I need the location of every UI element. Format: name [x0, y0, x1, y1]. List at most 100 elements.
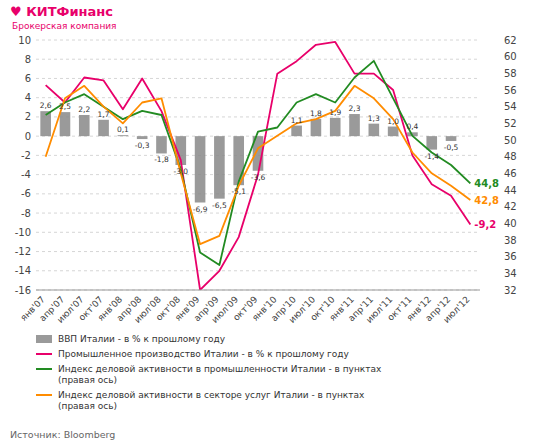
legend-swatch [36, 368, 52, 370]
data-label: -1,8 [154, 155, 169, 164]
bar [369, 124, 380, 136]
bar [98, 120, 109, 136]
bar [79, 115, 90, 136]
bar [156, 136, 167, 153]
data-label: -3,0 [173, 167, 188, 176]
data-label: 2,2 [78, 105, 90, 114]
legend-swatch [36, 353, 52, 355]
data-label: 1,7 [98, 110, 110, 119]
y-tick-label: -16 [15, 285, 31, 296]
y2-tick-label: 38 [504, 235, 517, 246]
y-tick-label: 0 [25, 131, 31, 142]
grid-line [36, 290, 480, 291]
legend-label: Промышленное производство Италии - в % к… [58, 349, 350, 359]
plot-area [40, 42, 470, 290]
legend-line: (правая ось) [58, 375, 117, 385]
grid-line [36, 59, 480, 60]
data-label: 2,5 [59, 102, 71, 111]
line [46, 42, 471, 290]
data-label: 1,0 [387, 117, 399, 126]
bar [349, 114, 360, 136]
y2-tick-label: 58 [504, 68, 517, 79]
grid-line [36, 193, 480, 194]
data-label: 1,8 [310, 109, 322, 118]
data-label: -6,5 [212, 201, 227, 210]
y2-tick-label: 56 [504, 85, 517, 96]
legend-line: Индекс деловой активности в промышленнос… [58, 364, 382, 374]
data-label: -1,4 [424, 152, 439, 161]
y-tick-label: 6 [25, 73, 31, 84]
data-label: -0,3 [135, 141, 150, 150]
legend-label: ВВП Италии - в % к прошлому году [58, 334, 226, 344]
y2-tick-label: 54 [504, 101, 517, 112]
y-tick-label: -6 [21, 188, 31, 199]
data-label: 1,3 [368, 114, 380, 123]
y-tick-label: -10 [15, 227, 31, 238]
bar [291, 126, 302, 137]
y-tick-label: -12 [15, 246, 31, 257]
y2-tick-label: 44 [504, 185, 517, 196]
data-label: -6,9 [193, 205, 208, 214]
bar [118, 135, 129, 137]
y-tick-label: -2 [21, 150, 31, 161]
y-tick-label: -14 [15, 265, 31, 276]
data-label: 2,3 [349, 104, 361, 113]
legend-swatch [36, 394, 52, 396]
data-label: 1,9 [329, 108, 341, 117]
bar [195, 136, 206, 202]
y2-tick-label: 60 [504, 51, 517, 62]
data-label: 0,4 [406, 122, 418, 131]
bar [214, 136, 225, 199]
data-label: -3,6 [251, 173, 266, 182]
y2-tick-label: 42 [504, 201, 517, 212]
logo-subtitle: Брокерская компания [12, 21, 117, 31]
y-tick-label: 2 [25, 111, 31, 122]
grid-line [36, 213, 480, 214]
y-tick-label: 10 [18, 35, 31, 46]
y2-tick-label: 40 [504, 218, 517, 229]
bar [330, 118, 341, 136]
data-label: 2,6 [40, 101, 52, 110]
grid-line [36, 270, 480, 271]
grid-line [36, 232, 480, 233]
y2-tick-label: 34 [504, 268, 517, 279]
legend-line: (правая ось) [58, 401, 117, 411]
line [46, 61, 471, 265]
logo: ♥ КИТФинанс [10, 4, 113, 19]
bar [426, 136, 437, 149]
data-label: 1,1 [291, 116, 303, 125]
bar [446, 136, 457, 141]
grid [36, 40, 480, 290]
source: Источник: Bloomberg [10, 429, 115, 440]
background [0, 0, 550, 446]
y-tick-label: -4 [21, 169, 31, 180]
y2-tick-label: 62 [504, 35, 517, 46]
y-tick-label: 8 [25, 54, 31, 65]
data-label: -0,5 [444, 143, 459, 152]
x-tick-label: июл'12 [441, 294, 471, 324]
data-label: 0,1 [117, 125, 129, 134]
grid-line [36, 78, 480, 79]
bar [137, 136, 148, 139]
y2-tick-label: 52 [504, 118, 517, 129]
legend-label: Индекс деловой активности в секторе услу… [58, 390, 365, 411]
legend-label: Индекс деловой активности в промышленнос… [58, 364, 382, 385]
y2-tick-label: 46 [504, 168, 517, 179]
grid-line [36, 251, 480, 252]
legend: ВВП Италии - в % к прошлому году Промышле… [36, 334, 382, 411]
y-tick-label: -8 [21, 208, 31, 219]
y2-tick-label: 48 [504, 151, 517, 162]
y2-tick-label: 50 [504, 135, 517, 146]
legend-swatch [36, 335, 52, 343]
y2-tick-label: 32 [504, 285, 517, 296]
bar [60, 112, 71, 136]
labels: 2,62,52,21,70,1-0,3-1,8-3,0-6,9-6,5-5,1-… [40, 101, 499, 230]
legend-line: Индекс деловой активности в секторе услу… [58, 390, 365, 400]
y-tick-label: 4 [25, 92, 31, 103]
x-axis-line [36, 290, 480, 291]
legend-line: Промышленное производство Италии - в % к… [58, 349, 350, 359]
line [46, 86, 471, 244]
grid-line [36, 97, 480, 98]
end-label: -9,2 [474, 219, 496, 230]
end-label: 44,8 [474, 178, 499, 189]
